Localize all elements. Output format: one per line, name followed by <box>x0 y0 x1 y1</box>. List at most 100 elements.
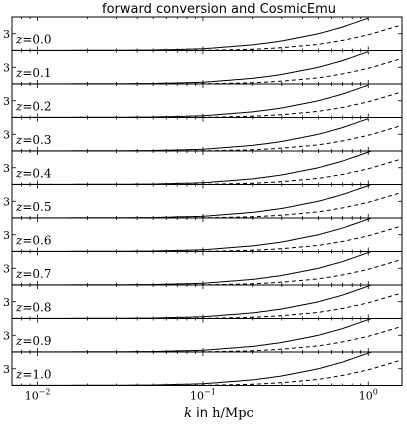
x-axis-label-in: in <box>192 406 212 421</box>
z-symbol: z <box>15 167 23 181</box>
panel-z-label: z=0.3 <box>15 133 51 147</box>
y-tick-label: 3 <box>3 128 10 141</box>
x-tick-exponent: 0 <box>373 388 378 397</box>
x-tick-label: 10−2 <box>25 388 51 403</box>
panel-2: 3 z=0.2 <box>3 83 403 118</box>
panel-z-label: z=0.5 <box>15 200 51 214</box>
panel-frame <box>11 150 403 185</box>
z-value: =0.3 <box>22 133 51 147</box>
x-axis-label-unit: h/Mpc <box>212 406 254 421</box>
panel-1: 3 z=0.1 <box>3 50 403 85</box>
solid-series-line <box>12 17 369 51</box>
panel-frame <box>11 50 403 85</box>
y-tick-label: 3 <box>3 28 10 41</box>
panel-7: 3 z=0.7 <box>3 251 403 286</box>
panel-z-label: z=1.0 <box>15 368 51 382</box>
panel-3: 3 z=0.3 <box>3 117 403 152</box>
dashed-series-line <box>12 258 402 285</box>
dashed-series-line <box>12 24 402 51</box>
y-tick-label: 3 <box>3 363 10 376</box>
panel-z-label: z=0.8 <box>15 301 51 315</box>
panel-2-curves <box>12 84 402 118</box>
x-axis-label: k in h/Mpc <box>184 406 254 421</box>
z-symbol: z <box>15 200 23 214</box>
z-value: =0.7 <box>22 267 51 281</box>
y-tick-label: 3 <box>3 296 10 309</box>
x-tick-exponent: −2 <box>39 388 51 397</box>
y-tick-label: 3 <box>3 162 10 175</box>
panel-5: 3 z=0.5 <box>3 184 403 219</box>
panel-z-label: z=0.6 <box>15 234 51 248</box>
x-tick-base: 10 <box>190 390 204 403</box>
panel-1-curves <box>12 51 402 84</box>
y-tick-label: 3 <box>3 61 10 74</box>
y-tick-label: 3 <box>3 262 10 275</box>
z-value: =0.0 <box>22 33 51 47</box>
dashed-series-line <box>12 325 402 352</box>
z-symbol: z <box>15 301 23 315</box>
z-value: =0.8 <box>22 301 51 315</box>
y-tick-label: 3 <box>3 229 10 242</box>
dashed-series-line <box>12 292 402 319</box>
dashed-series-line <box>12 158 402 185</box>
panel-frame <box>11 318 403 353</box>
solid-series-line <box>12 151 373 185</box>
panel-frame <box>11 351 403 386</box>
z-symbol: z <box>15 267 23 281</box>
panel-frame <box>11 184 403 219</box>
panel-10: 3 z=1.0 <box>3 351 403 386</box>
x-axis-tick-labels: 10−2 10−1 100 <box>25 388 378 403</box>
y-tick-label: 3 <box>3 329 10 342</box>
panel-5-curves <box>12 184 402 218</box>
x-tick-label: 10−1 <box>190 388 216 403</box>
z-value: =0.6 <box>22 234 51 248</box>
x-tick-label: 100 <box>359 388 378 403</box>
z-symbol: z <box>15 368 23 382</box>
x-tick-exponent: −1 <box>204 388 216 397</box>
z-value: =0.5 <box>22 200 51 214</box>
x-tick-base: 10 <box>25 390 39 403</box>
panel-0-curves <box>12 17 402 51</box>
z-symbol: z <box>15 133 23 147</box>
panel-z-label: z=0.7 <box>15 267 51 281</box>
z-symbol: z <box>15 234 23 248</box>
panel-z-label: z=0.9 <box>15 334 51 348</box>
y-tick-label: 3 <box>3 95 10 108</box>
panel-z-label: z=0.2 <box>15 100 51 114</box>
panel-z-label: z=0.1 <box>15 66 51 80</box>
z-value: =0.9 <box>22 334 51 348</box>
panel-6: 3 z=0.6 <box>3 217 403 252</box>
solid-series-line <box>12 84 369 118</box>
panels-group: 3 z=0.03 z=0.13 z=0.23 z=0.33 z=0.43 z=0.53 z=0… <box>3 16 403 386</box>
panel-frame <box>11 217 403 252</box>
panel-z-label: z=0.0 <box>15 33 51 47</box>
z-symbol: z <box>15 66 23 80</box>
x-axis-label-k: k <box>184 406 192 421</box>
panel-4: 3 z=0.4 <box>3 150 403 185</box>
panel-frame <box>11 83 403 118</box>
z-value: =0.1 <box>22 66 51 80</box>
chart-title: forward conversion and CosmicEmu <box>102 2 336 17</box>
panel-9: 3 z=0.9 <box>3 318 403 353</box>
dashed-series-line <box>12 191 402 218</box>
dashed-series-line <box>12 124 402 151</box>
dashed-series-line <box>12 57 402 84</box>
z-symbol: z <box>15 334 23 348</box>
y-tick-label: 3 <box>3 195 10 208</box>
dashed-series-line <box>12 91 402 118</box>
panel-frame <box>11 117 403 152</box>
panel-frame <box>11 16 403 51</box>
z-symbol: z <box>15 33 23 47</box>
panel-4-curves <box>12 151 402 185</box>
dashed-series-line <box>12 359 402 386</box>
x-tick-base: 10 <box>359 390 373 403</box>
panel-0: 3 z=0.0 <box>3 16 403 51</box>
z-value: =0.2 <box>22 100 51 114</box>
solid-series-line <box>12 51 369 84</box>
panel-3-curves <box>12 118 402 151</box>
panel-frame <box>11 251 403 286</box>
panel-frame <box>11 284 403 319</box>
solid-series-line <box>12 184 373 218</box>
z-symbol: z <box>15 100 23 114</box>
